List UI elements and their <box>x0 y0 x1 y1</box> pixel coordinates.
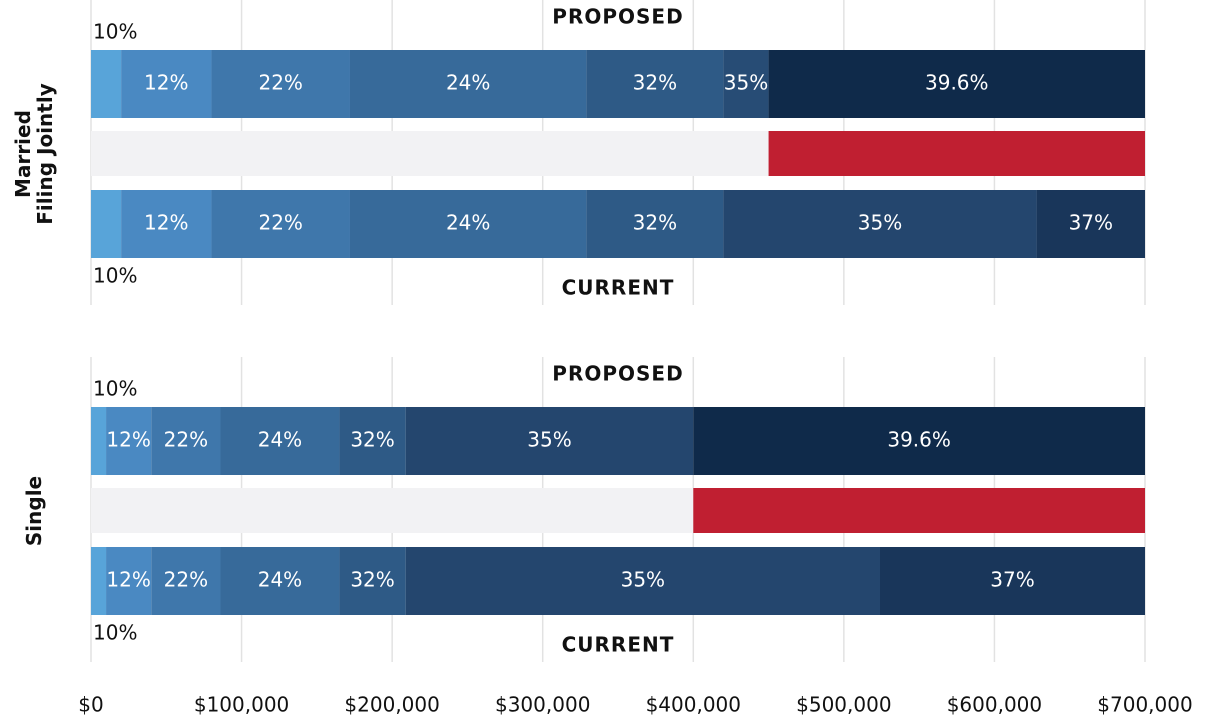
proposed-segment <box>693 407 1145 475</box>
y-axis-label-line: Single <box>22 476 46 546</box>
segment-label: 24% <box>258 428 302 452</box>
segment-label: 12% <box>144 71 188 95</box>
segment-label: 22% <box>258 71 302 95</box>
proposed-title: PROPOSED <box>552 362 683 386</box>
proposed-segment <box>723 50 769 118</box>
current-segment <box>349 190 587 258</box>
current-segment <box>106 547 152 615</box>
y-axis-label: Single <box>22 476 46 546</box>
segment-label: 35% <box>527 428 571 452</box>
x-tick-label: $0 <box>78 693 103 717</box>
proposed-segment <box>91 407 107 475</box>
proposed-segment <box>768 50 1145 118</box>
x-tick-label: $400,000 <box>646 693 741 717</box>
segment-label: 24% <box>258 568 302 592</box>
gap-segment <box>91 488 694 533</box>
x-tick-label: $200,000 <box>344 693 439 717</box>
segment-label: 10% <box>93 621 137 645</box>
proposed-segment <box>91 50 122 118</box>
current-segment <box>91 190 122 258</box>
gap-segment <box>91 131 769 176</box>
segment-label: 10% <box>93 264 137 288</box>
segment-label: 32% <box>633 71 677 95</box>
proposed-segment <box>151 407 221 475</box>
segment-label: 22% <box>258 211 302 235</box>
segment-label: 32% <box>350 428 394 452</box>
current-segment <box>723 190 1037 258</box>
y-axis-label: MarriedFiling Jointly <box>11 83 57 224</box>
segment-label: 24% <box>446 71 490 95</box>
current-segment <box>91 547 107 615</box>
segment-label: 39.6% <box>887 428 951 452</box>
proposed-title: PROPOSED <box>552 5 683 29</box>
x-tick-label: $600,000 <box>947 693 1042 717</box>
proposed-segment <box>106 407 152 475</box>
segment-label: 32% <box>350 568 394 592</box>
segment-label: 10% <box>93 377 137 401</box>
current-segment <box>405 547 880 615</box>
segment-label: 35% <box>858 211 902 235</box>
proposed-segment <box>211 50 350 118</box>
current-segment <box>211 190 350 258</box>
segment-label: 22% <box>164 568 208 592</box>
segment-label: 22% <box>164 428 208 452</box>
segment-label: 39.6% <box>925 71 989 95</box>
current-segment <box>879 547 1145 615</box>
y-axis-label-line: Married <box>11 110 35 198</box>
current-title: CURRENT <box>562 633 675 657</box>
proposed-segment <box>586 50 724 118</box>
current-segment <box>339 547 406 615</box>
proposed-segment <box>121 50 212 118</box>
segment-label: 12% <box>106 568 150 592</box>
gap-segment <box>768 131 1145 176</box>
proposed-segment <box>220 407 340 475</box>
segment-label: 10% <box>93 20 137 44</box>
segment-label: 35% <box>621 568 665 592</box>
segment-label: 32% <box>633 211 677 235</box>
x-tick-label: $300,000 <box>495 693 590 717</box>
gap-segment <box>693 488 1145 533</box>
current-segment <box>151 547 221 615</box>
current-segment <box>220 547 340 615</box>
segment-label: 37% <box>1069 211 1113 235</box>
x-tick-label: $500,000 <box>796 693 891 717</box>
current-segment <box>586 190 724 258</box>
x-tick-label: $700,000 <box>1097 693 1192 717</box>
current-segment <box>121 190 212 258</box>
segment-label: 24% <box>446 211 490 235</box>
proposed-segment <box>339 407 406 475</box>
segment-label: 35% <box>724 71 768 95</box>
segment-label: 12% <box>106 428 150 452</box>
current-segment <box>1036 190 1145 258</box>
segment-label: 37% <box>990 568 1034 592</box>
current-title: CURRENT <box>562 276 675 300</box>
proposed-segment <box>349 50 587 118</box>
y-axis-label-line: Filing Jointly <box>33 83 57 224</box>
segment-label: 12% <box>144 211 188 235</box>
x-tick-label: $100,000 <box>194 693 289 717</box>
proposed-segment <box>405 407 694 475</box>
